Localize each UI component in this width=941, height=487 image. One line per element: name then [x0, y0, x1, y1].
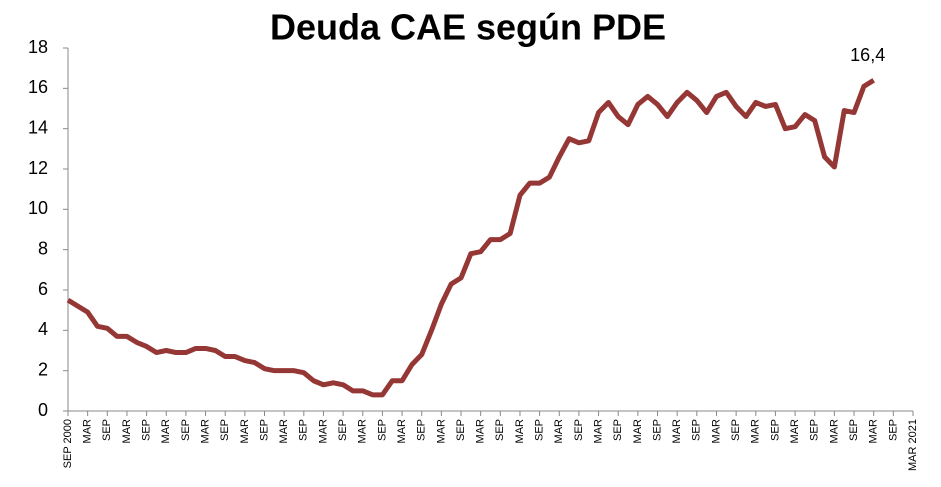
- y-tick-label: 6: [38, 279, 48, 299]
- x-tick-label: SEP: [258, 419, 270, 441]
- x-tick-label: SEP: [691, 419, 703, 441]
- x-tick-label: MAR: [828, 419, 840, 444]
- y-tick-label: 10: [28, 198, 48, 218]
- x-tick-label: SEP: [769, 419, 781, 441]
- x-tick-label: SEP: [612, 419, 624, 441]
- y-tick-label: 8: [38, 238, 48, 258]
- x-tick-label: MAR: [789, 419, 801, 444]
- x-tick-label: MAR: [199, 419, 211, 444]
- x-tick-label: MAR: [160, 419, 172, 444]
- x-tick-label: MAR: [710, 419, 722, 444]
- y-tick-label: 4: [38, 319, 48, 339]
- x-tick-label: MAR: [317, 419, 329, 444]
- x-tick-label: MAR: [396, 419, 408, 444]
- x-tick-label: SEP: [298, 419, 310, 441]
- x-tick-label: SEP: [455, 419, 467, 441]
- x-tick-label: SEP: [416, 419, 428, 441]
- x-tick-label: MAR: [435, 419, 447, 444]
- chart-title: Deuda CAE según PDE: [270, 7, 666, 48]
- y-tick-label: 16: [28, 77, 48, 97]
- x-tick-label: MAR: [475, 419, 487, 444]
- y-tick-label: 12: [28, 158, 48, 178]
- y-tick-label: 2: [38, 359, 48, 379]
- x-tick-label: SEP: [141, 419, 153, 441]
- x-tick-label: SEP 2000: [62, 419, 74, 468]
- x-tick-label: MAR: [868, 419, 880, 444]
- y-tick-label: 14: [28, 117, 48, 137]
- x-tick-label: MAR: [514, 419, 526, 444]
- x-tick-label: SEP: [337, 419, 349, 441]
- x-tick-label: SEP: [180, 419, 192, 441]
- x-tick-label: SEP: [651, 419, 663, 441]
- x-tick-label: MAR: [592, 419, 604, 444]
- x-tick-label: SEP: [730, 419, 742, 441]
- x-tick-label: MAR: [553, 419, 565, 444]
- x-tick-label: MAR 2021: [907, 419, 919, 471]
- x-tick-label: MAR: [632, 419, 644, 444]
- x-tick-label: MAR: [239, 419, 251, 444]
- x-tick-label: SEP: [534, 419, 546, 441]
- x-tick-label: MAR: [121, 419, 133, 444]
- x-tick-label: SEP: [219, 419, 231, 441]
- x-tick-label: MAR: [82, 419, 94, 444]
- x-tick-label: SEP: [494, 419, 506, 441]
- x-tick-label: MAR: [750, 419, 762, 444]
- value-label: 16,4: [850, 45, 885, 65]
- x-tick-label: MAR: [278, 419, 290, 444]
- x-tick-label: SEP: [573, 419, 585, 441]
- x-tick-label: SEP: [848, 419, 860, 441]
- x-tick-label: SEP: [101, 419, 113, 441]
- data-line: [66, 78, 876, 398]
- y-tick-label: 18: [28, 37, 48, 57]
- x-tick-label: SEP: [887, 419, 899, 441]
- y-tick-label: 0: [38, 400, 48, 420]
- x-tick-label: SEP: [376, 419, 388, 441]
- x-tick-label: MAR: [671, 419, 683, 444]
- x-tick-label: SEP: [809, 419, 821, 441]
- x-tick-label: MAR: [357, 419, 369, 444]
